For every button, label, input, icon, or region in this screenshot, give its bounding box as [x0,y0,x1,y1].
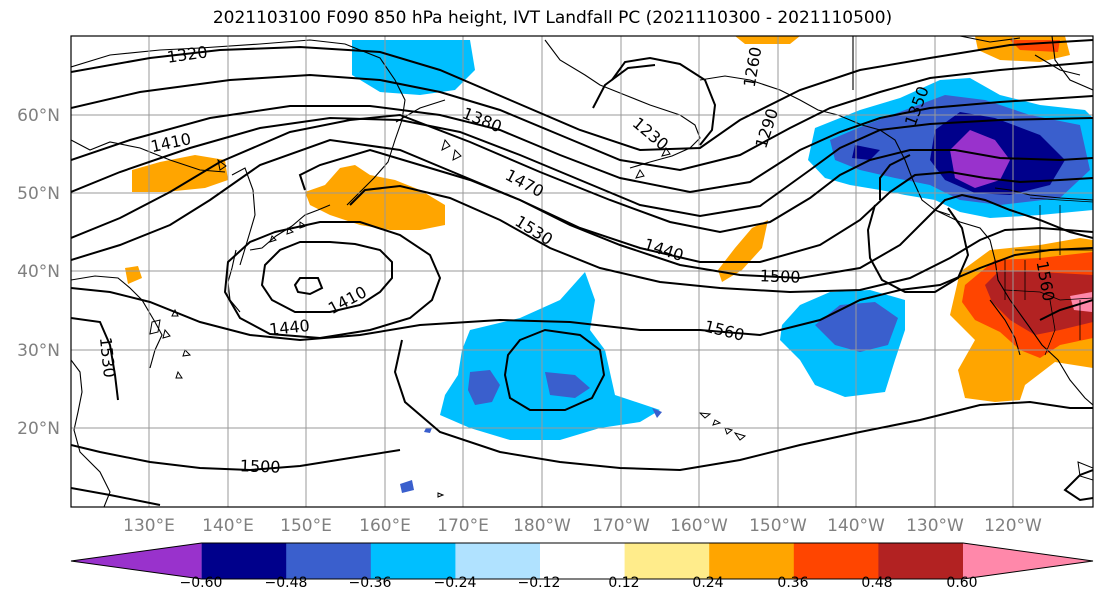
longitude-label: 140°E [202,516,254,536]
colorbar-segment [201,543,287,579]
colorbar-tick-label: 0.48 [861,575,892,591]
colorbar-tick-label: −0.48 [265,575,308,591]
graticule [71,36,1093,507]
latitude-label: 50°N [17,184,60,204]
longitude-label: 160°E [359,516,411,536]
latitude-label: 60°N [17,106,60,126]
colorbar-tick-label: −0.24 [434,575,477,591]
colorbar-segment [286,543,372,579]
colorbar-tick-label: 0.24 [692,575,723,591]
colorbar-tick-label: −0.36 [349,575,392,591]
longitude-label: 140°W [827,516,885,536]
longitude-label: 180°W [513,516,571,536]
colorbar-extend-max [963,543,1093,579]
contour-label: 1500 [240,456,281,476]
map-panel: 1320 1410 1380 1230 1260 1290 1350 1470 … [71,36,1093,507]
colorbar-segment [370,543,456,579]
longitude-axis: 130°E 140°E 150°E 160°E 170°E 180°W 170°… [123,516,1042,536]
longitude-label: 160°W [670,516,728,536]
contour-label: 1530 [96,336,119,378]
map-frame [70,35,1094,508]
latitude-axis: 60°N 50°N 40°N 30°N 20°N [17,106,60,439]
longitude-label: 120°W [984,516,1042,536]
ivt-positive-shading [125,36,1093,402]
colorbar-tick-label: 0.12 [608,575,639,591]
colorbar-segment [455,543,541,579]
coastlines [71,36,1093,507]
contour-label: 1500 [760,266,801,286]
longitude-label: 150°W [749,516,807,536]
longitude-label: 130°W [906,516,964,536]
map-title: 2021103100 F090 850 hPa height, IVT Land… [212,8,893,28]
colorbar-tick-label: −0.60 [180,575,223,591]
colorbar: −0.60 −0.48 −0.36 −0.24 −0.12 0.12 0.24 … [70,542,1094,591]
longitude-label: 170°W [592,516,650,536]
colorbar-tick-label: 0.36 [777,575,808,591]
colorbar-segment [540,543,626,579]
colorbar-segment [709,543,795,579]
longitude-label: 150°E [280,516,332,536]
colorbar-segments [70,542,1094,580]
colorbar-extend-min [71,543,202,579]
latitude-label: 30°N [17,341,60,361]
colorbar-ticks: −0.60 −0.48 −0.36 −0.24 −0.12 0.12 0.24 … [180,575,978,591]
colorbar-outline [70,542,1094,580]
colorbar-tick-label: −0.12 [518,575,561,591]
latitude-label: 40°N [17,262,60,282]
colorbar-segment [624,543,710,579]
latitude-label: 20°N [17,419,60,439]
height-contours [71,39,1093,506]
colorbar-segment [793,543,879,579]
colorbar-tick-label: 0.60 [946,575,977,591]
longitude-label: 170°E [437,516,489,536]
longitude-label: 130°E [123,516,175,536]
colorbar-segment [878,543,964,579]
contour-label: 1440 [268,316,310,339]
